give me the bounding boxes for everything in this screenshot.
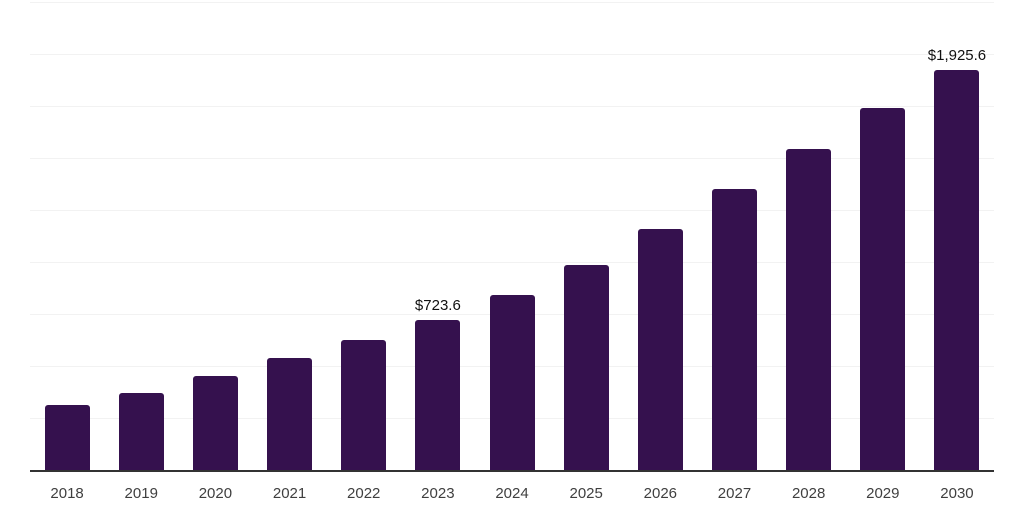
bar-slot-2027 [697, 2, 771, 470]
bar-2028 [786, 148, 832, 470]
data-label-2030: $1,925.6 [927, 46, 987, 64]
x-tick-2027: 2027 [717, 485, 752, 502]
bar-2023 [415, 319, 461, 470]
bar-slot-2030: $1,925.6 [920, 2, 994, 470]
gridline-1000 [30, 262, 994, 263]
bar-slot-2024 [475, 2, 549, 470]
bar-2030 [934, 69, 980, 470]
bar-2025 [563, 264, 609, 470]
x-tick-2025: 2025 [569, 485, 603, 502]
bar-2026 [637, 229, 683, 470]
x-tick-2026: 2026 [643, 485, 678, 502]
bar-slot-2023: $723.6 [401, 2, 475, 470]
plot-area: $723.6 $1,925.6 [30, 2, 994, 472]
bar-2029 [860, 108, 906, 470]
x-tick-2022: 2022 [347, 485, 381, 502]
x-tick-2024: 2024 [495, 485, 529, 502]
x-tick-2029: 2029 [866, 485, 900, 502]
gridline-1250 [30, 210, 994, 211]
bar-2021 [267, 358, 313, 470]
bar-slot-2021 [252, 2, 326, 470]
bar-slot-2018 [30, 2, 104, 470]
bar-2020 [192, 376, 238, 470]
x-tick-2020: 2020 [198, 485, 233, 502]
x-tick-2019: 2019 [124, 485, 158, 502]
bar-2027 [711, 188, 757, 470]
x-tick-2023: 2023 [421, 485, 455, 502]
bar-slot-2028 [772, 2, 846, 470]
bar-slot-2020 [178, 2, 252, 470]
x-tick-2021: 2021 [272, 485, 307, 502]
x-tick-2030: 2030 [940, 485, 974, 502]
data-label-2023: $723.6 [414, 296, 461, 314]
bar-slot-2029 [846, 2, 920, 470]
bar-2019 [118, 392, 164, 470]
bar-2024 [489, 295, 535, 470]
bar-slot-2026 [623, 2, 697, 470]
gridline-1500 [30, 158, 994, 159]
x-axis-labels: 2018 2019 2020 2021 2022 2023 2024 2025 2026 2027… [30, 485, 994, 502]
x-tick-2028: 2028 [791, 485, 826, 502]
bar-slot-2019 [104, 2, 178, 470]
gridline-2000 [30, 54, 994, 55]
bar-2018 [44, 405, 90, 470]
bar-slot-2022 [327, 2, 401, 470]
bar-2022 [341, 340, 387, 470]
x-tick-2018: 2018 [50, 485, 84, 502]
gridline-2250 [30, 2, 994, 3]
bar-series: $723.6 $1,925.6 [30, 2, 994, 470]
gridline-1750 [30, 106, 994, 107]
bar-slot-2025 [549, 2, 623, 470]
